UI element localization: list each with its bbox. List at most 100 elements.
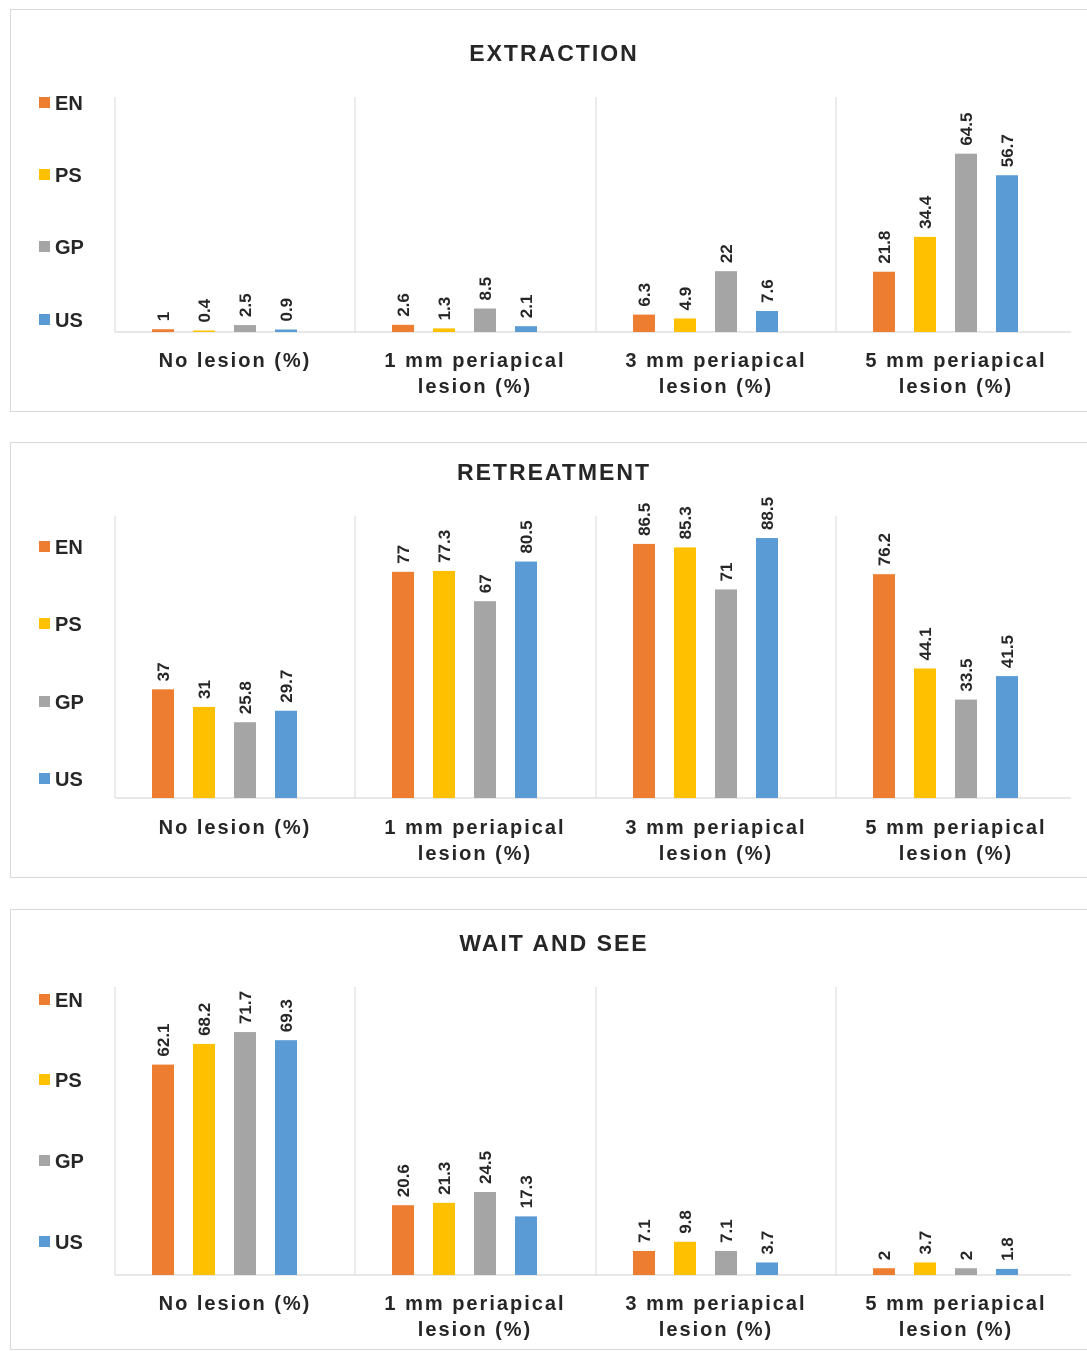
bar-us-5-mm-periapical-lesion: [996, 1268, 1018, 1275]
category-label-5-mm-periapical-lesion: lesion (%): [899, 376, 1013, 398]
value-label-gp-1-mm-periapical-lesion: 67: [476, 574, 495, 593]
value-label-ps-no-lesion: 31: [195, 680, 214, 699]
legend-swatch-ps: [39, 169, 50, 180]
value-label-us-1-mm-periapical-lesion: 2.1: [517, 295, 536, 319]
value-label-ps-5-mm-periapical-lesion: 3.7: [916, 1231, 935, 1255]
bar-gp-5-mm-periapical-lesion: [955, 1268, 977, 1275]
value-label-ps-3-mm-periapical-lesion: 9.8: [676, 1210, 695, 1234]
bar-ps-3-mm-periapical-lesion: [674, 1241, 696, 1275]
value-label-us-5-mm-periapical-lesion: 56.7: [998, 134, 1017, 167]
bar-ps-1-mm-periapical-lesion: [433, 1202, 455, 1275]
chart-title: EXTRACTION: [469, 40, 639, 66]
chart-panel-retreatment: RETREATMENT EN PS GP US 37 31 25.8 29.7 No lesion…: [10, 442, 1087, 878]
legend-label-en: EN: [55, 990, 83, 1012]
bar-us-5-mm-periapical-lesion: [996, 175, 1018, 332]
legend-label-us: US: [55, 310, 83, 332]
bar-ps-5-mm-periapical-lesion: [914, 1262, 936, 1275]
legend-swatch-ps: [39, 618, 50, 629]
chart-svg-wait-and-see: WAIT AND SEE EN PS GP US 62.1 68.2 71.7 69.3 No l…: [39, 930, 1071, 1341]
legend-label-gp: GP: [55, 1151, 84, 1173]
category-label-5-mm-periapical-lesion: 5 mm periapical: [865, 817, 1046, 839]
bar-ps-5-mm-periapical-lesion: [914, 668, 936, 798]
legend-label-gp: GP: [55, 237, 84, 259]
bar-gp-no-lesion: [234, 325, 256, 332]
bar-gp-1-mm-periapical-lesion: [474, 308, 496, 332]
value-label-gp-1-mm-periapical-lesion: 8.5: [476, 277, 495, 301]
legend-swatch-en: [39, 994, 50, 1005]
bar-en-no-lesion: [152, 689, 174, 798]
legend-label-en: EN: [55, 537, 83, 559]
bar-ps-5-mm-periapical-lesion: [914, 236, 936, 332]
value-label-ps-3-mm-periapical-lesion: 4.9: [676, 287, 695, 311]
value-label-gp-1-mm-periapical-lesion: 24.5: [476, 1151, 495, 1184]
bar-us-no-lesion: [275, 329, 297, 332]
bar-en-1-mm-periapical-lesion: [392, 571, 414, 798]
bar-us-no-lesion: [275, 710, 297, 798]
value-label-en-5-mm-periapical-lesion: 76.2: [875, 533, 894, 566]
value-label-us-no-lesion: 29.7: [277, 670, 296, 703]
chart-title: WAIT AND SEE: [459, 930, 648, 956]
legend-swatch-gp: [39, 241, 50, 252]
value-label-ps-5-mm-periapical-lesion: 44.1: [916, 627, 935, 660]
bar-en-5-mm-periapical-lesion: [873, 1268, 895, 1275]
legend-label-us: US: [55, 769, 83, 791]
bar-en-1-mm-periapical-lesion: [392, 1205, 414, 1275]
bar-en-3-mm-periapical-lesion: [633, 1250, 655, 1275]
bar-us-3-mm-periapical-lesion: [756, 538, 778, 798]
value-label-us-3-mm-periapical-lesion: 3.7: [758, 1231, 777, 1255]
category-label-3-mm-periapical-lesion: lesion (%): [659, 1319, 773, 1341]
value-label-gp-5-mm-periapical-lesion: 2: [957, 1251, 976, 1260]
bar-us-1-mm-periapical-lesion: [515, 561, 537, 798]
bar-en-3-mm-periapical-lesion: [633, 314, 655, 332]
legend-swatch-us: [39, 773, 50, 784]
category-label-5-mm-periapical-lesion: 5 mm periapical: [865, 1293, 1046, 1315]
bar-ps-no-lesion: [193, 330, 215, 332]
value-label-gp-no-lesion: 25.8: [236, 681, 255, 714]
category-label-3-mm-periapical-lesion: lesion (%): [659, 843, 773, 865]
value-label-gp-no-lesion: 2.5: [236, 293, 255, 317]
legend-swatch-en: [39, 97, 50, 108]
value-label-ps-3-mm-periapical-lesion: 85.3: [676, 506, 695, 539]
chart-panel-wait-and-see: WAIT AND SEE EN PS GP US 62.1 68.2 71.7 69.3 No l…: [10, 909, 1087, 1350]
legend-swatch-ps: [39, 1074, 50, 1085]
category-label-1-mm-periapical-lesion: 1 mm periapical: [384, 350, 565, 372]
bar-ps-1-mm-periapical-lesion: [433, 328, 455, 332]
value-label-en-1-mm-periapical-lesion: 2.6: [394, 293, 413, 317]
legend-swatch-us: [39, 314, 50, 325]
bar-us-3-mm-periapical-lesion: [756, 310, 778, 332]
value-label-ps-1-mm-periapical-lesion: 1.3: [435, 297, 454, 321]
value-label-gp-5-mm-periapical-lesion: 64.5: [957, 113, 976, 146]
legend-swatch-us: [39, 1236, 50, 1247]
bar-ps-1-mm-periapical-lesion: [433, 570, 455, 798]
value-label-us-1-mm-periapical-lesion: 17.3: [517, 1175, 536, 1208]
bar-gp-1-mm-periapical-lesion: [474, 601, 496, 798]
bar-gp-3-mm-periapical-lesion: [715, 1250, 737, 1275]
value-label-us-3-mm-periapical-lesion: 88.5: [758, 497, 777, 530]
category-label-no-lesion: No lesion (%): [159, 817, 312, 839]
bar-en-3-mm-periapical-lesion: [633, 543, 655, 798]
category-label-1-mm-periapical-lesion: 1 mm periapical: [384, 817, 565, 839]
value-label-us-5-mm-periapical-lesion: 1.8: [998, 1237, 1017, 1261]
value-label-en-3-mm-periapical-lesion: 6.3: [635, 283, 654, 307]
bar-ps-3-mm-periapical-lesion: [674, 547, 696, 798]
bar-us-1-mm-periapical-lesion: [515, 1216, 537, 1275]
category-label-1-mm-periapical-lesion: 1 mm periapical: [384, 1293, 565, 1315]
bar-ps-no-lesion: [193, 1043, 215, 1275]
value-label-en-no-lesion: 37: [154, 662, 173, 681]
legend-label-en: EN: [55, 93, 83, 115]
chart-title: RETREATMENT: [457, 459, 651, 485]
value-label-gp-3-mm-periapical-lesion: 71: [717, 563, 736, 582]
value-label-en-no-lesion: 62.1: [154, 1023, 173, 1056]
legend-swatch-gp: [39, 696, 50, 707]
category-label-3-mm-periapical-lesion: lesion (%): [659, 376, 773, 398]
value-label-ps-no-lesion: 0.4: [195, 298, 214, 322]
bar-us-5-mm-periapical-lesion: [996, 676, 1018, 798]
value-label-ps-no-lesion: 68.2: [195, 1003, 214, 1036]
category-label-1-mm-periapical-lesion: lesion (%): [418, 1319, 532, 1341]
legend-swatch-en: [39, 541, 50, 552]
value-label-en-5-mm-periapical-lesion: 2: [875, 1251, 894, 1260]
bar-en-no-lesion: [152, 1064, 174, 1275]
value-label-en-3-mm-periapical-lesion: 7.1: [635, 1219, 654, 1243]
value-label-gp-5-mm-periapical-lesion: 33.5: [957, 659, 976, 692]
bar-gp-3-mm-periapical-lesion: [715, 271, 737, 332]
